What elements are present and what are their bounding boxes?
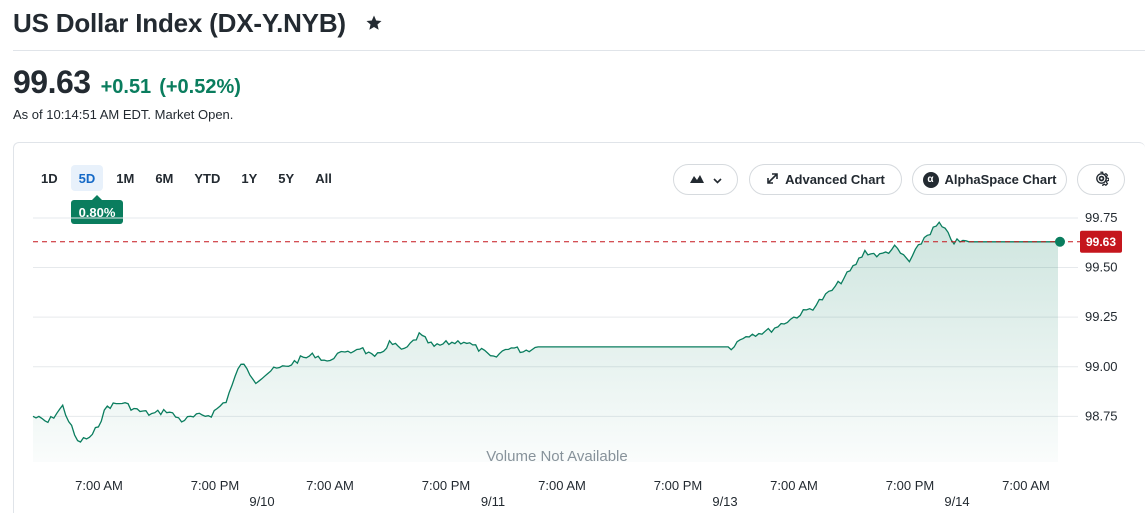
range-tab-5d[interactable]: 5D	[70, 165, 104, 191]
chevron-down-icon	[713, 172, 722, 187]
alphaspace-chart-button[interactable]: α AlphaSpace Chart	[912, 164, 1067, 195]
y-tick-label: 99.25	[1085, 309, 1118, 324]
mountain-chart-icon	[689, 172, 705, 187]
quote-summary: 99.63 +0.51 (+0.52%)	[13, 64, 241, 100]
price-area	[33, 222, 1058, 462]
expand-icon	[766, 172, 779, 188]
x-tick-time: 7:00 PM	[191, 478, 239, 493]
x-tick-date: 9/11	[481, 494, 505, 509]
x-tick-time: 7:00 PM	[422, 478, 470, 493]
price-change-percent: (+0.52%)	[159, 76, 241, 98]
range-tab-5y[interactable]: 5Y	[278, 170, 295, 186]
advanced-chart-button[interactable]: Advanced Chart	[749, 164, 902, 195]
y-tick-label: 99.50	[1085, 260, 1118, 275]
x-tick-time: 7:00 AM	[1002, 478, 1050, 493]
market-status: As of 10:14:51 AM EDT. Market Open.	[13, 107, 234, 122]
range-tabs: 1D 5D 1M 6M YTD 1Y 5Y All	[33, 165, 345, 191]
x-tick-time: 7:00 AM	[538, 478, 586, 493]
x-tick-date: 9/14	[944, 494, 969, 509]
x-tick-time: 7:00 AM	[770, 478, 818, 493]
range-tab-1m[interactable]: 1M	[116, 170, 135, 186]
settings-button[interactable]	[1077, 164, 1125, 195]
range-tab-ytd[interactable]: YTD	[194, 170, 221, 186]
alphaspace-logo-icon: α	[922, 171, 939, 188]
price-line	[32, 221, 1058, 443]
advanced-chart-label: Advanced Chart	[785, 172, 885, 187]
x-tick-time: 7:00 PM	[886, 478, 934, 493]
star-icon[interactable]	[364, 13, 384, 33]
page-title: US Dollar Index (DX-Y.NYB)	[13, 7, 346, 38]
chart-card	[13, 142, 1145, 513]
range-tab-6m[interactable]: 6M	[155, 170, 174, 186]
x-tick-time: 7:00 PM	[654, 478, 702, 493]
x-tick-time: 7:00 AM	[306, 478, 354, 493]
alphaspace-chart-label: AlphaSpace Chart	[944, 172, 1057, 187]
price-change: +0.51	[100, 76, 152, 98]
y-tick-label: 98.75	[1085, 408, 1118, 423]
y-tick-label: 99.00	[1085, 359, 1118, 374]
range-tab-1y[interactable]: 1Y	[241, 170, 258, 186]
header-divider	[13, 50, 1145, 51]
x-tick-date: 9/10	[249, 494, 274, 509]
gear-icon	[1094, 171, 1109, 189]
x-tick-date: 9/13	[712, 494, 737, 509]
current-price: 99.63	[13, 64, 91, 100]
current-price-tag-label: 99.63	[1086, 235, 1116, 249]
header: US Dollar Index (DX-Y.NYB)	[13, 6, 384, 40]
current-price-dot	[1055, 236, 1065, 247]
y-axis: 99.75 99.50 99.25 99.00 98.75	[1085, 210, 1118, 423]
x-tick-time: 7:00 AM	[75, 478, 123, 493]
chart-type-button[interactable]	[673, 164, 738, 195]
range-tab-1d[interactable]: 1D	[41, 170, 58, 186]
range-change-badge: 0.80%	[71, 195, 123, 224]
x-axis: 7:00 AM 7:00 PM 9/10 7:00 AM 7:00 PM 9/11 7:00…	[75, 478, 1050, 509]
y-tick-label: 99.75	[1085, 210, 1118, 225]
current-price-tag: 99.63	[1080, 230, 1122, 253]
range-tab-all[interactable]: All	[315, 170, 332, 186]
